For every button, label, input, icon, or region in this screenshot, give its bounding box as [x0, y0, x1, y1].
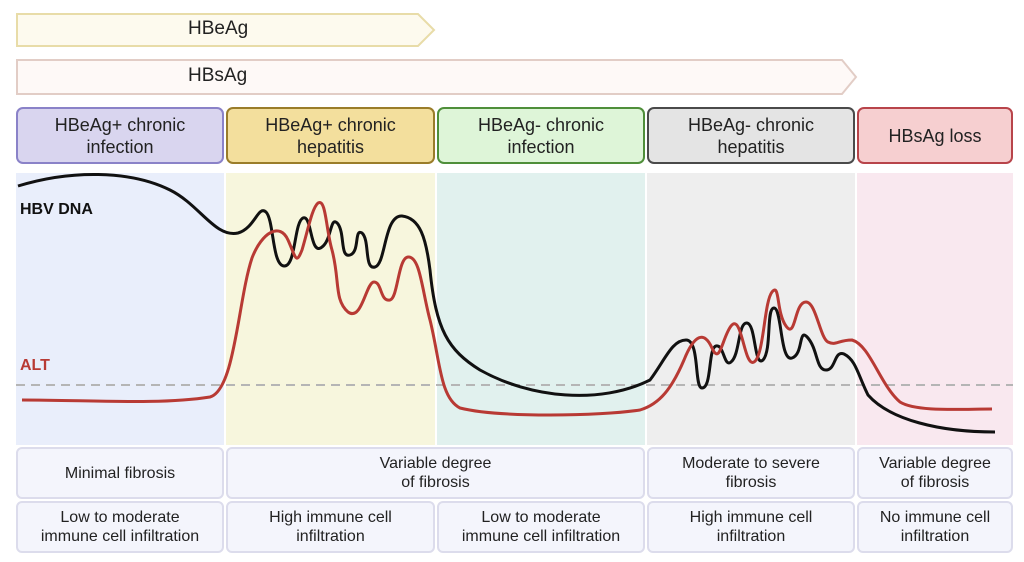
fibrosis-cell: Variable degree of fibrosis [857, 447, 1013, 499]
infiltration-cell: Low to moderate immune cell infiltration [437, 501, 645, 553]
phase-label: HBeAg+ chronic hepatitis [265, 114, 396, 157]
infiltration-cell: Low to moderate immune cell infiltration [16, 501, 224, 553]
alt-curve [21, 201, 993, 417]
phase-hbeag-neg-chronic-hepatitis: HBeAg- chronic hepatitis [647, 107, 855, 164]
hbeag-arrow-label: HBeAg [188, 18, 249, 39]
hbeag-arrow: HBeAg [16, 13, 436, 47]
hbsag-arrow-path [16, 59, 858, 95]
phase-hbeag-pos-chronic-hepatitis: HBeAg+ chronic hepatitis [226, 107, 435, 164]
hbv-dna-curve [17, 172, 996, 434]
infiltration-cell: High immune cell infiltration [226, 501, 435, 553]
phase-label: HBeAg- chronic hepatitis [687, 114, 815, 157]
hbsag-arrow-shape [16, 59, 858, 95]
fibrosis-label: Variable degree of fibrosis [379, 455, 492, 491]
fibrosis-cell: Moderate to severe fibrosis [647, 447, 855, 499]
fibrosis-cell: Variable degree of fibrosis [226, 447, 645, 499]
alt-label: ALT [20, 357, 50, 374]
phase-hbsag-loss: HBsAg loss [857, 107, 1013, 164]
hbsag-arrow-label: HBsAg [188, 65, 248, 86]
infiltration-cell: High immune cell infiltration [647, 501, 855, 553]
phase-label: HBeAg+ chronic infection [54, 114, 186, 157]
fibrosis-label: Moderate to severe fibrosis [682, 455, 820, 491]
infiltration-label: Low to moderate immune cell infiltration [461, 509, 621, 545]
infiltration-label: Low to moderate immune cell infiltration [40, 509, 200, 545]
band-phase-2 [226, 173, 435, 445]
infiltration-label: High immune cell infiltration [689, 509, 813, 545]
fibrosis-label: Variable degree of fibrosis [879, 455, 991, 491]
band-phase-4 [647, 173, 855, 445]
phase-label: HBeAg- chronic infection [477, 114, 605, 157]
infiltration-cell: No immune cell infiltration [857, 501, 1013, 553]
band-phase-3 [437, 173, 645, 445]
fibrosis-label: Minimal fibrosis [64, 464, 176, 482]
hbv-dna-label: HBV DNA [20, 201, 93, 218]
band-phase-5 [857, 173, 1013, 445]
hbeag-arrow-shape [16, 13, 436, 47]
hbsag-arrow: HBsAg [16, 59, 858, 95]
infiltration-label: No immune cell infiltration [879, 509, 991, 545]
phase-hbeag-neg-chronic-infection: HBeAg- chronic infection [437, 107, 645, 164]
infiltration-label: High immune cell infiltration [269, 509, 392, 545]
phase-hbeag-pos-chronic-infection: HBeAg+ chronic infection [16, 107, 224, 164]
fibrosis-cell: Minimal fibrosis [16, 447, 224, 499]
hbeag-arrow-path [16, 13, 436, 47]
phase-label: HBsAg loss [888, 125, 982, 146]
